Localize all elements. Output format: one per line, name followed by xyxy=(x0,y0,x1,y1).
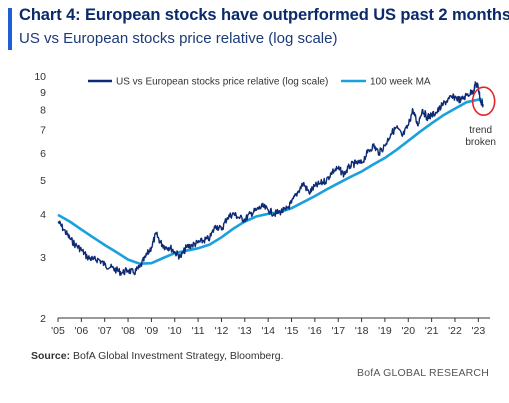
legend-label-us-vs-europe: US vs European stocks price relative (lo… xyxy=(116,77,328,88)
brand-mark: BofA GLOBAL RESEARCH xyxy=(357,367,489,379)
legend-label-100-week-ma: 100 week MA xyxy=(370,77,431,88)
x-tick-label: '15 xyxy=(285,325,299,337)
x-tick-label: '14 xyxy=(261,325,275,337)
x-tick-label: '18 xyxy=(355,325,369,337)
x-tick-label: '09 xyxy=(145,325,159,337)
y-tick-label: 8 xyxy=(40,105,46,117)
y-tick-label: 5 xyxy=(40,175,46,187)
x-tick-label: '22 xyxy=(448,325,462,337)
x-tick-label: '12 xyxy=(215,325,229,337)
y-tick-label: 7 xyxy=(40,125,46,137)
x-tick-label: '20 xyxy=(401,325,415,337)
y-tick-label: 9 xyxy=(40,87,46,99)
x-tick-label: '10 xyxy=(168,325,182,337)
x-tick-label: '11 xyxy=(192,325,205,337)
annotation-circle xyxy=(471,86,496,117)
y-tick-label: 6 xyxy=(40,148,46,160)
title-accent-bar xyxy=(8,8,12,50)
y-tick-label: 3 xyxy=(40,252,46,264)
annotation-text: broken xyxy=(465,137,496,148)
x-tick-label: '05 xyxy=(51,325,65,337)
x-tick-label: '23 xyxy=(471,325,485,337)
x-tick-label: '08 xyxy=(121,325,135,337)
x-tick-label: '16 xyxy=(308,325,322,337)
y-tick-label: 4 xyxy=(40,209,46,221)
x-tick-label: '13 xyxy=(238,325,252,337)
chart-title: Chart 4: European stocks have outperform… xyxy=(19,6,509,24)
series-line-us-vs-europe xyxy=(57,81,484,276)
x-tick-label: '19 xyxy=(378,325,392,337)
y-tick-label: 2 xyxy=(40,313,46,325)
source-label: Source: xyxy=(31,350,71,362)
source-text: BofA Global Investment Strategy, Bloombe… xyxy=(73,350,284,362)
source-note: Source: BofA Global Investment Strategy,… xyxy=(31,350,284,362)
x-tick-label: '21 xyxy=(425,325,439,337)
x-tick-label: '06 xyxy=(75,325,89,337)
x-tick-label: '07 xyxy=(98,325,112,337)
x-tick-label: '17 xyxy=(331,325,345,337)
series-line-100-week-ma xyxy=(57,98,483,265)
annotation-text: trend xyxy=(469,125,492,136)
y-tick-label: 10 xyxy=(34,71,46,83)
chart-subtitle: US vs European stocks price relative (lo… xyxy=(19,30,338,47)
